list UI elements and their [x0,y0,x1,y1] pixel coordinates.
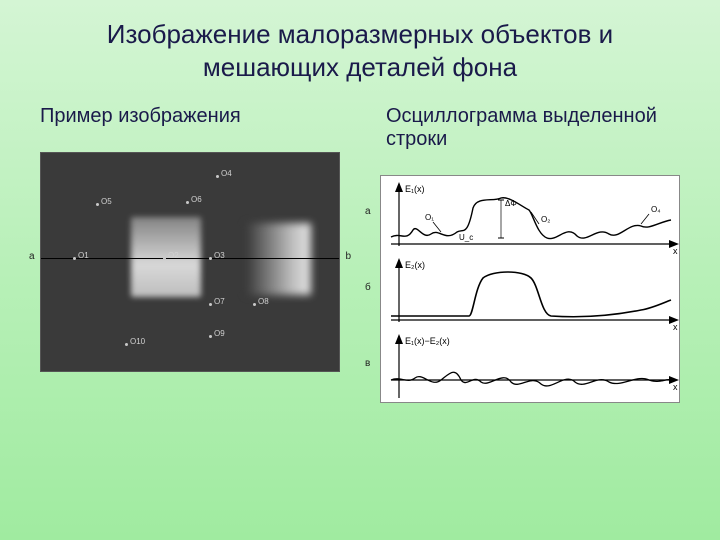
object-point [209,335,212,338]
object-point-label: O4 [221,169,232,178]
title-line2: мешающих деталей фона [203,52,517,82]
object-point [73,257,76,260]
object-point [216,175,219,178]
object-point [209,303,212,306]
osc-row-label-b: б [365,282,371,293]
object-point [163,257,166,260]
object-point [186,201,189,204]
object-point [209,257,212,260]
osc1-ann-uc: U_c [459,233,473,242]
title-line1: Изображение малоразмерных объектов и [107,19,613,49]
left-column: Пример изображения a b O4O5O6O1O2O3O7O8O… [40,105,340,403]
object-point-label: O9 [214,329,225,338]
object-point-label: O6 [191,195,202,204]
osc-row-label-a: а [365,206,371,217]
osc-xlabel-1: x [673,246,678,256]
osc2-trace [391,272,671,317]
osc1-ann-o2: O₂ [541,215,550,224]
osc-xlabel-3: x [673,382,678,392]
osc-row-2: E₂(x) x [391,258,679,332]
object-point-label: O10 [130,337,145,346]
bright-region-2 [246,223,311,295]
content-columns: Пример изображения a b O4O5O6O1O2O3O7O8O… [40,105,680,403]
right-subtitle: Осциллограмма выделенной строки [386,105,680,151]
object-point-label: O5 [101,197,112,206]
osc1-ann-dphi: ΔΦ [505,199,517,208]
slide-title: Изображение малоразмерных объектов и меш… [40,18,680,83]
object-point [125,343,128,346]
osc-xlabel-2: x [673,322,678,332]
osc-row-3: E₁(x)−E₂(x) x [391,334,679,398]
object-point-label: O7 [214,297,225,306]
osc3-ylabel: E₁(x)−E₂(x) [405,336,450,346]
oscillogram-panel: а б в E₁(x) x O₁ [380,175,680,403]
object-point-label: O2 [168,251,179,260]
osc1-ylabel: E₁(x) [405,184,425,194]
example-image-panel: a b O4O5O6O1O2O3O7O8O9O10 [40,152,340,372]
osc-row-label-v: в [365,358,370,369]
osc-row-1: E₁(x) x O₁ ΔΦ O₂ U_c O₄ [391,182,679,256]
osc2-ylabel: E₂(x) [405,260,425,270]
oscillogram-svg: E₁(x) x O₁ ΔΦ O₂ U_c O₄ [381,176,681,404]
object-point [96,203,99,206]
osc3-trace [391,372,671,386]
object-point [253,303,256,306]
object-point-label: O3 [214,251,225,260]
osc1-ann-o1: O₁ [425,213,434,222]
object-point-label: O1 [78,251,89,260]
left-subtitle: Пример изображения [40,105,340,128]
object-point-label: O8 [258,297,269,306]
scan-label-b: b [345,251,351,262]
right-column: Осциллограмма выделенной строки а б в E₁… [380,105,680,403]
scan-label-a: a [29,251,35,262]
osc1-ann-o4: O₄ [651,205,661,214]
